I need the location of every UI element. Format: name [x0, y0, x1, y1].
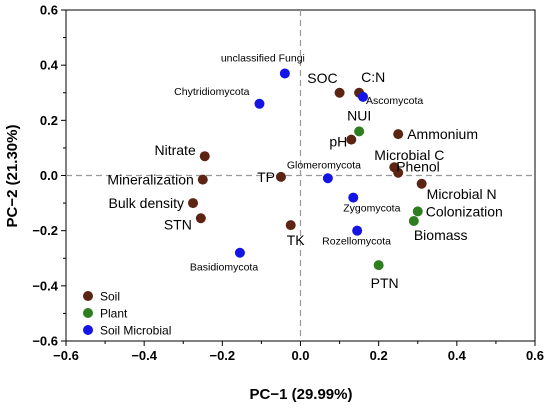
x-axis-title: PC−1 (29.99%)	[250, 386, 353, 403]
point-label: Rozellomycota	[322, 236, 391, 248]
point-label: PTN	[371, 275, 399, 291]
x-tick-label: 0.6	[526, 348, 544, 363]
data-point	[348, 192, 359, 203]
data-point	[254, 98, 265, 109]
point-label: Nitrate	[155, 142, 196, 158]
point-label: TK	[287, 232, 306, 248]
x-tick-label: 0.4	[448, 348, 467, 363]
data-point	[412, 206, 423, 217]
point-label: Microbial C	[374, 147, 444, 163]
x-tick-label: −0.2	[209, 348, 235, 363]
data-point	[188, 198, 199, 209]
y-tick-label: −0.2	[32, 223, 58, 238]
data-point	[334, 87, 345, 98]
data-point	[279, 68, 290, 79]
point-label: Zygomycota	[343, 203, 400, 215]
data-point	[408, 216, 419, 227]
legend-marker	[83, 325, 93, 335]
legend-label: Soil Microbial	[100, 324, 171, 338]
point-label: Microbial N	[427, 186, 497, 202]
y-tick-label: 0.4	[40, 58, 59, 73]
y-axis-title: PC−2 (21.30%)	[4, 125, 21, 228]
legend-label: Soil	[100, 290, 120, 304]
data-point	[197, 174, 208, 185]
data-point	[354, 126, 365, 137]
data-point	[373, 260, 384, 271]
point-label: Colonization	[426, 203, 503, 219]
data-point	[352, 225, 363, 236]
point-label: Chytridiomycota	[174, 86, 249, 98]
point-label: Basidiomycota	[190, 262, 258, 274]
data-point	[322, 173, 333, 184]
y-tick-label: 0.2	[40, 113, 58, 128]
point-label: STN	[164, 216, 192, 232]
y-tick-label: 0.6	[40, 3, 58, 18]
data-point	[234, 247, 245, 258]
x-tick-label: −0.4	[131, 348, 157, 363]
point-label: Bulk density	[109, 195, 184, 211]
legend-label: Plant	[100, 307, 128, 321]
x-tick-label: 0.0	[291, 348, 309, 363]
data-point	[346, 134, 357, 145]
y-tick-label: −0.6	[32, 334, 58, 349]
point-label: pH	[329, 134, 347, 150]
y-tick-label: −0.4	[32, 278, 58, 293]
point-label: Ascomycota	[366, 95, 423, 107]
data-point	[393, 167, 404, 178]
point-label: Glomeromycota	[287, 159, 361, 171]
y-tick-label: 0.0	[40, 168, 58, 183]
x-tick-label: 0.2	[370, 348, 388, 363]
point-label: Ammonium	[407, 126, 478, 142]
data-point	[195, 213, 206, 224]
legend-marker	[83, 308, 93, 318]
data-point	[285, 220, 296, 231]
data-point	[393, 129, 404, 140]
legend-marker	[83, 291, 93, 301]
data-point	[199, 151, 210, 162]
x-tick-label: −0.6	[53, 348, 79, 363]
point-label: C:N	[361, 69, 385, 85]
point-label: Mineralization	[107, 172, 193, 188]
point-label: TP	[257, 169, 275, 185]
data-point	[358, 91, 369, 102]
point-label: SOC	[307, 70, 337, 86]
data-point	[275, 171, 286, 182]
point-label: NUI	[347, 107, 371, 123]
point-label: Phenol	[396, 159, 440, 175]
point-label: unclassified Fungi	[221, 52, 305, 64]
data-point	[416, 178, 427, 189]
point-label: Biomass	[414, 227, 468, 243]
legend: Soil Plant Soil Microbial	[83, 290, 171, 338]
